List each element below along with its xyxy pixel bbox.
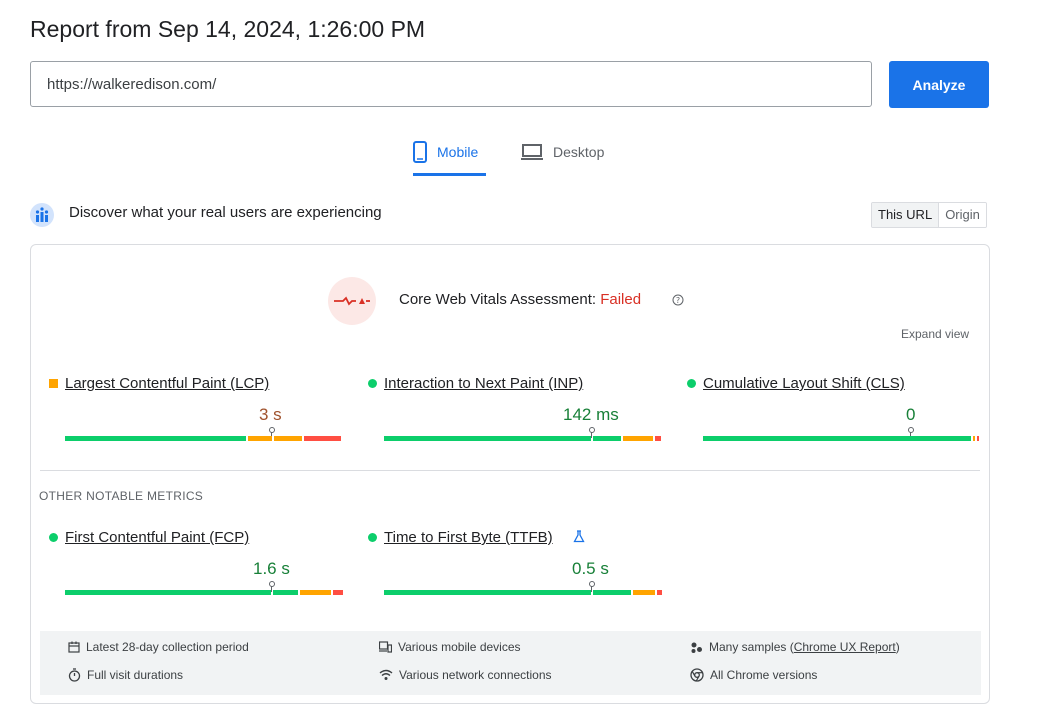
average-segment — [248, 436, 272, 441]
metric-fcp-link[interactable]: First Contentful Paint (FCP) — [65, 529, 250, 546]
poor-segment — [655, 436, 661, 441]
good-indicator-icon — [368, 533, 377, 542]
metric-ttfb-marker — [589, 581, 595, 587]
info-chrome-text: All Chrome versions — [710, 668, 818, 682]
cwv-assessment-label: Core Web Vitals Assessment: — [399, 291, 597, 308]
metric-fcp-marker — [269, 581, 275, 587]
poor-segment — [977, 436, 979, 441]
analyze-button[interactable]: Analyze — [889, 61, 989, 108]
calendar-icon — [68, 641, 80, 653]
phone-icon — [413, 141, 427, 163]
info-durations-text: Full visit durations — [87, 668, 184, 682]
average-indicator-icon — [49, 379, 58, 388]
help-icon[interactable]: ? — [672, 294, 684, 306]
metric-inp-link[interactable]: Interaction to Next Paint (INP) — [384, 375, 584, 392]
info-network: Various network connections — [379, 668, 552, 682]
metric-fcp-value: 1.6 s — [253, 559, 290, 578]
chrome-ux-report-link[interactable]: Chrome UX Report — [793, 640, 896, 654]
info-samples: Many samples (Chrome UX Report) — [690, 640, 900, 654]
good-indicator-icon — [368, 379, 377, 388]
good-segment — [703, 436, 971, 441]
metric-lcp-link[interactable]: Largest Contentful Paint (LCP) — [65, 375, 270, 392]
good-indicator-icon — [49, 533, 58, 542]
collection-info-panel — [40, 631, 981, 695]
cwv-assessment-status: Failed — [600, 291, 642, 308]
metric-lcp-marker-line — [271, 432, 272, 438]
wifi-icon — [379, 669, 393, 680]
metric-ttfb-marker-line — [591, 586, 592, 592]
metric-inp-distribution-bar — [384, 436, 661, 441]
field-data-card — [30, 244, 990, 704]
expand-view-button[interactable]: Expand view — [901, 327, 970, 341]
info-devices-text: Various mobile devices — [398, 640, 521, 654]
good-segment — [384, 436, 591, 441]
poor-segment — [333, 590, 343, 595]
metric-inp-marker — [589, 427, 595, 433]
cwv-assessment: Core Web Vitals Assessment: Failed — [399, 291, 641, 308]
average-segment — [623, 436, 653, 441]
info-period-text: Latest 28-day collection period — [86, 640, 249, 654]
average-segment — [973, 436, 975, 441]
average-segment — [274, 436, 302, 441]
metric-cls-link[interactable]: Cumulative Layout Shift (CLS) — [703, 375, 905, 392]
info-samples-text: Many samples (Chrome UX Report) — [709, 640, 900, 654]
metric-cls-marker — [908, 427, 914, 433]
tab-desktop-label: Desktop — [553, 144, 605, 160]
field-data-heading: Discover what your real users are experi… — [69, 204, 382, 221]
metric-lcp-value: 3 s — [259, 405, 282, 424]
other-metrics-heading: OTHER NOTABLE METRICS — [39, 489, 204, 503]
average-segment — [633, 590, 655, 595]
this-url-toggle[interactable]: This URL — [872, 203, 940, 227]
good-segment — [65, 590, 271, 595]
samples-icon — [691, 642, 702, 653]
metric-lcp-distribution-bar — [65, 436, 341, 441]
metric-lcp-marker — [269, 427, 275, 433]
tab-mobile-label: Mobile — [437, 144, 479, 160]
metric-cls-value: 0 — [906, 405, 916, 424]
tab-mobile[interactable]: Mobile — [413, 138, 486, 176]
metric-inp-marker-line — [591, 432, 592, 438]
metric-cls-distribution-bar — [703, 436, 979, 441]
metric-ttfb-distribution-bar — [384, 590, 662, 595]
good-indicator-icon — [687, 379, 696, 388]
report-title: Report from Sep 14, 2024, 1:26:00 PM — [30, 16, 426, 42]
good-segment — [65, 436, 246, 441]
devices-icon — [379, 641, 392, 653]
origin-toggle[interactable]: Origin — [939, 203, 986, 227]
laptop-icon — [521, 144, 543, 160]
samples-prefix: Many samples ( — [709, 640, 794, 654]
metric-fcp-marker-line — [271, 586, 272, 592]
flask-icon — [573, 530, 585, 543]
url-origin-toggle: This URL Origin — [871, 202, 987, 228]
good-segment — [384, 590, 591, 595]
metric-inp-value: 142 ms — [563, 405, 619, 424]
info-devices: Various mobile devices — [379, 640, 521, 654]
metric-fcp-distribution-bar — [65, 590, 343, 595]
section-divider — [40, 470, 980, 471]
good-segment — [593, 590, 631, 595]
info-network-text: Various network connections — [399, 668, 552, 682]
info-chrome: All Chrome versions — [690, 668, 817, 682]
average-segment — [300, 590, 331, 595]
good-segment — [273, 590, 298, 595]
poor-segment — [304, 436, 341, 441]
cwv-failed-icon — [328, 277, 376, 325]
info-period: Latest 28-day collection period — [68, 640, 249, 654]
url-input[interactable] — [30, 61, 872, 107]
users-icon — [30, 203, 54, 227]
info-durations: Full visit durations — [68, 668, 183, 682]
poor-segment — [657, 590, 662, 595]
metric-cls-marker-line — [910, 432, 911, 438]
samples-suffix: ) — [895, 640, 900, 654]
svg-text:?: ? — [676, 296, 680, 305]
tab-desktop[interactable]: Desktop — [521, 138, 604, 176]
chrome-icon — [690, 668, 704, 682]
stopwatch-icon — [68, 668, 81, 682]
metric-ttfb-value: 0.5 s — [572, 559, 609, 578]
good-segment — [593, 436, 621, 441]
metric-ttfb-link[interactable]: Time to First Byte (TTFB) — [384, 529, 553, 546]
